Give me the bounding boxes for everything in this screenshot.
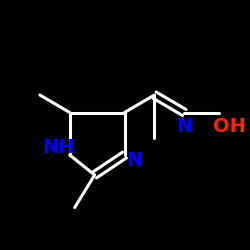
Text: N: N [176,117,192,136]
Text: NH: NH [42,138,75,157]
Text: OH: OH [213,117,246,136]
Text: N: N [126,150,142,170]
